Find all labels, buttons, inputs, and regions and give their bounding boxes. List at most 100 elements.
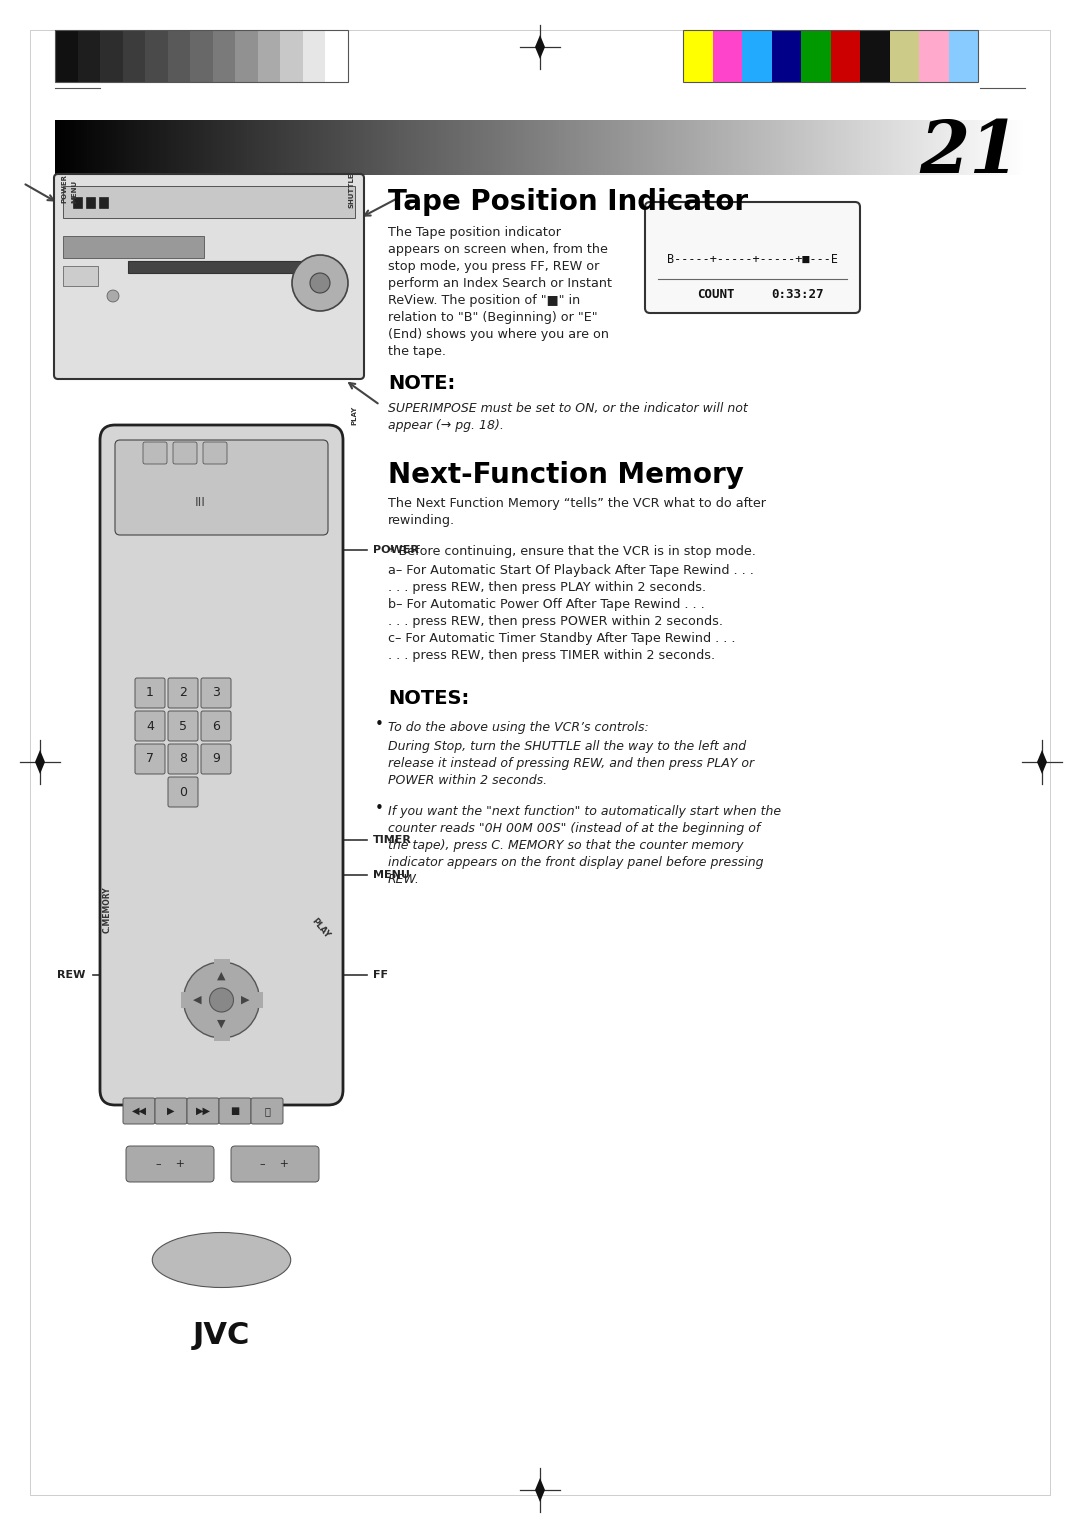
Bar xyxy=(918,120,921,175)
Bar xyxy=(422,120,424,175)
Bar xyxy=(818,120,821,175)
Bar xyxy=(456,120,459,175)
Bar xyxy=(654,120,658,175)
Bar xyxy=(403,120,405,175)
Bar xyxy=(352,120,355,175)
Bar xyxy=(341,120,343,175)
Bar xyxy=(956,120,958,175)
Bar xyxy=(716,120,719,175)
Bar xyxy=(924,120,928,175)
FancyBboxPatch shape xyxy=(201,711,231,741)
Bar xyxy=(941,120,944,175)
Bar xyxy=(947,120,950,175)
Bar xyxy=(159,120,161,175)
Bar xyxy=(742,120,745,175)
Bar xyxy=(985,120,987,175)
Bar xyxy=(821,120,824,175)
Bar xyxy=(234,120,238,175)
Bar xyxy=(459,120,462,175)
Text: SHUTTLE: SHUTTLE xyxy=(349,172,355,207)
Bar xyxy=(950,120,954,175)
Bar xyxy=(215,120,218,175)
Bar xyxy=(1009,120,1012,175)
Bar xyxy=(123,120,125,175)
Bar xyxy=(677,120,680,175)
Bar xyxy=(62,120,64,175)
Bar xyxy=(700,120,703,175)
Bar xyxy=(504,120,507,175)
Text: rewinding.: rewinding. xyxy=(388,514,455,528)
Bar xyxy=(498,120,501,175)
Bar xyxy=(465,120,469,175)
Bar xyxy=(631,120,633,175)
Bar xyxy=(281,120,284,175)
Bar xyxy=(349,120,352,175)
Bar xyxy=(577,120,580,175)
FancyBboxPatch shape xyxy=(156,1098,187,1124)
Text: 1: 1 xyxy=(146,686,154,700)
Text: 6: 6 xyxy=(212,720,220,732)
Text: 21: 21 xyxy=(919,117,1020,188)
Bar xyxy=(279,120,281,175)
Bar xyxy=(281,30,303,82)
Bar xyxy=(254,120,256,175)
Text: (End) shows you where you are on: (End) shows you where you are on xyxy=(388,328,609,342)
Bar xyxy=(82,120,85,175)
Bar xyxy=(393,120,395,175)
Bar xyxy=(390,120,392,175)
Bar xyxy=(510,120,512,175)
Bar xyxy=(273,120,275,175)
Polygon shape xyxy=(535,1478,545,1502)
Bar xyxy=(497,120,499,175)
Bar xyxy=(107,120,109,175)
Bar xyxy=(420,120,423,175)
Text: . . . press REW, then press PLAY within 2 seconds.: . . . press REW, then press PLAY within … xyxy=(388,581,706,595)
Bar xyxy=(781,120,783,175)
Text: •: • xyxy=(375,717,383,732)
Bar xyxy=(789,120,792,175)
Bar xyxy=(726,120,729,175)
Bar xyxy=(729,120,732,175)
Bar xyxy=(692,120,694,175)
Text: C.MEMORY: C.MEMORY xyxy=(103,886,111,933)
Text: JVC: JVC xyxy=(193,1321,251,1350)
Bar xyxy=(72,120,76,175)
Text: appear (→ pg. 18).: appear (→ pg. 18). xyxy=(388,419,504,432)
Bar xyxy=(507,120,509,175)
FancyBboxPatch shape xyxy=(123,1098,156,1124)
Bar xyxy=(741,120,743,175)
Bar xyxy=(801,30,831,82)
Bar xyxy=(794,120,796,175)
Bar xyxy=(624,120,626,175)
Bar xyxy=(934,120,937,175)
Bar xyxy=(804,120,806,175)
Bar xyxy=(312,120,314,175)
Bar xyxy=(863,120,866,175)
Bar xyxy=(214,959,229,974)
Bar xyxy=(346,120,349,175)
Bar xyxy=(429,120,431,175)
Bar xyxy=(204,120,206,175)
Bar xyxy=(153,120,157,175)
Bar xyxy=(86,197,95,207)
Bar xyxy=(214,120,216,175)
Bar xyxy=(113,120,116,175)
Bar xyxy=(680,120,684,175)
Bar xyxy=(660,120,662,175)
Bar xyxy=(328,120,330,175)
Bar xyxy=(283,120,285,175)
Bar xyxy=(569,120,571,175)
Bar xyxy=(564,120,567,175)
Bar xyxy=(962,120,964,175)
Bar xyxy=(598,120,600,175)
Bar xyxy=(213,30,235,82)
Text: * Before continuing, ensure that the VCR is in stop mode.: * Before continuing, ensure that the VCR… xyxy=(388,544,756,558)
Bar xyxy=(409,120,411,175)
Bar xyxy=(611,120,613,175)
Bar xyxy=(513,120,515,175)
Bar xyxy=(380,120,382,175)
Bar xyxy=(475,120,478,175)
Bar xyxy=(306,120,308,175)
Bar xyxy=(608,120,610,175)
Bar xyxy=(705,120,707,175)
